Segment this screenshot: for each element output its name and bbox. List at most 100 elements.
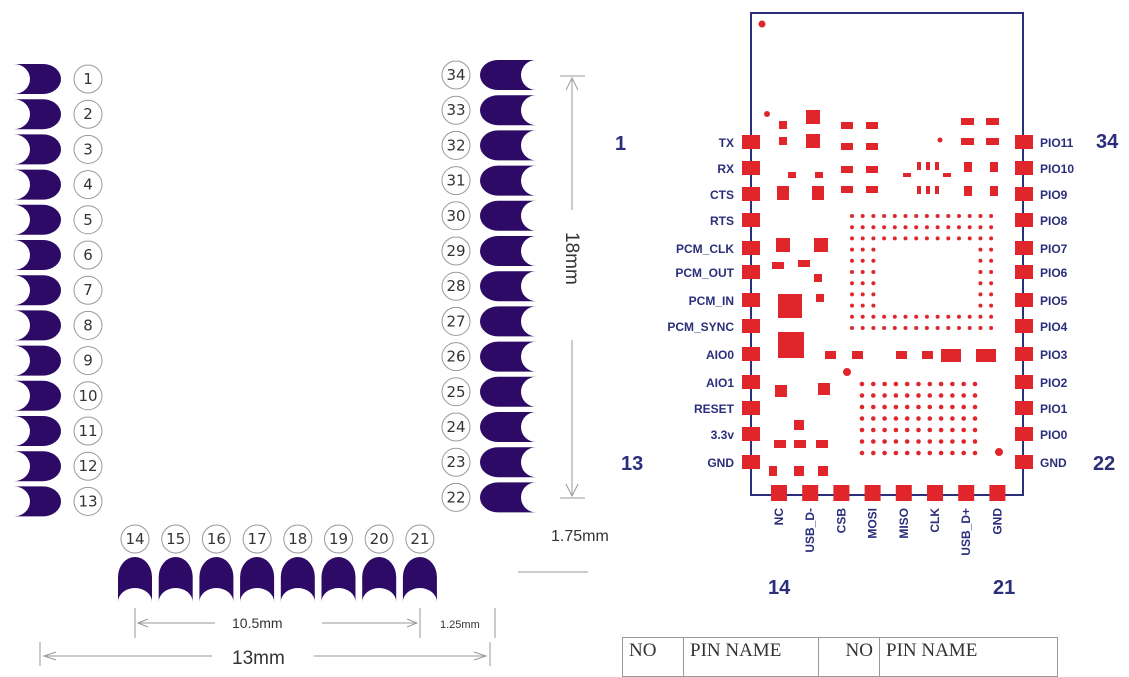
module-layout: TX RX CTS RTS PCM_CLK PCM_OUT PCM_IN PCM_SYNC AI… [615, 12, 1119, 599]
bottom-pad [280, 557, 315, 602]
svg-text:7: 7 [83, 281, 93, 299]
svg-text:14: 14 [125, 530, 144, 548]
corner-number-22: 22 [1093, 453, 1115, 475]
module-right-label: PIO3 [1040, 348, 1068, 362]
right-pad [480, 200, 536, 231]
bottom-pad [199, 557, 234, 602]
right-pin-pads: 34 33 32 31 30 29 28 27 26 25 24 23 22 [441, 60, 536, 513]
module-right-pad [1015, 319, 1033, 333]
bottom-pin-number: 20 [364, 524, 394, 554]
module-right-pad [1015, 265, 1033, 279]
left-pin-number: 7 [73, 275, 103, 305]
module-bottom-pad [802, 485, 819, 501]
bottom-pin-number: 19 [324, 524, 353, 554]
module-right-label: PIO9 [1040, 188, 1068, 202]
bottom-pad [321, 557, 356, 602]
module-left-label: GND [707, 456, 734, 470]
module-left-pad [742, 241, 760, 255]
module-right-label: PIO8 [1040, 214, 1068, 228]
svg-text:11: 11 [78, 422, 97, 440]
svg-text:21: 21 [410, 530, 429, 548]
right-pad [480, 165, 536, 196]
module-bottom-pads [771, 485, 1006, 501]
left-pad [14, 169, 61, 200]
table-header-no: NO [818, 637, 880, 677]
svg-text:26: 26 [446, 348, 465, 366]
left-pin-number: 2 [73, 99, 103, 129]
module-bottom-label: GND [990, 508, 1004, 535]
bottom-pad [362, 557, 397, 602]
svg-text:31: 31 [446, 172, 465, 190]
svg-text:13: 13 [78, 492, 97, 510]
width-dimension: 13mm [39, 642, 491, 666]
svg-text:29: 29 [446, 242, 465, 260]
svg-text:1: 1 [83, 70, 93, 88]
module-left-pads [742, 135, 760, 469]
module-right-pad [1015, 187, 1033, 201]
component-pads [764, 110, 1003, 476]
module-left-label: TX [719, 136, 734, 150]
svg-text:5: 5 [83, 211, 93, 229]
module-left-pad [742, 187, 760, 201]
right-pad [480, 95, 536, 126]
module-bottom-pad [864, 485, 881, 501]
module-right-pad [1015, 375, 1033, 389]
module-bottom-labels: NC USB_D- CSB MOSI MISO CLK USB_D+ GND [772, 508, 1004, 556]
svg-text:33: 33 [446, 101, 465, 119]
left-pad [14, 64, 61, 94]
left-pad [14, 345, 61, 376]
right-pin-number: 28 [441, 271, 471, 301]
module-bottom-pad [958, 485, 975, 501]
corner-number-34: 34 [1096, 131, 1119, 153]
module-left-label: RTS [710, 214, 734, 228]
svg-text:10: 10 [78, 387, 97, 405]
table-header-pin-name: PIN NAME [879, 637, 1058, 677]
module-right-pad [1015, 427, 1033, 441]
right-pad [480, 482, 536, 513]
module-bottom-pad [771, 485, 787, 501]
module-right-pad [1015, 401, 1033, 415]
module-bottom-pad [895, 485, 912, 501]
right-pin-number: 22 [441, 482, 471, 512]
right-pin-number: 26 [441, 342, 471, 372]
right-pad [480, 271, 536, 302]
corner-number-21: 21 [993, 577, 1015, 599]
module-right-label: PIO2 [1040, 376, 1068, 390]
left-pad [14, 310, 61, 341]
module-bottom-label: NC [772, 508, 786, 526]
module-left-pad [742, 265, 760, 279]
module-right-pad [1015, 213, 1033, 227]
right-pin-number: 25 [441, 377, 471, 407]
height-dimension: 18mm [560, 75, 585, 499]
table-header-pin-name: PIN NAME [683, 637, 819, 677]
svg-text:25: 25 [446, 383, 465, 401]
module-left-pad [742, 427, 760, 441]
right-pin-number: 23 [441, 447, 471, 477]
module-left-label: PCM_OUT [675, 266, 734, 280]
svg-text:20: 20 [370, 530, 389, 548]
right-pin-number: 34 [441, 60, 471, 90]
module-left-label: RX [717, 162, 734, 176]
bga-grid-lower [859, 381, 978, 456]
module-left-label: AIO0 [706, 348, 734, 362]
svg-text:18: 18 [288, 530, 307, 548]
svg-text:23: 23 [446, 453, 465, 471]
svg-text:15: 15 [166, 530, 185, 548]
module-left-pad [742, 319, 760, 333]
module-right-label: PIO10 [1040, 162, 1074, 176]
corner-number-1: 1 [615, 133, 626, 155]
module-bottom-pad [989, 485, 1006, 501]
left-pin-number: 3 [73, 134, 103, 164]
svg-text:3: 3 [83, 140, 93, 158]
bottom-pad [118, 557, 152, 602]
svg-text:19: 19 [329, 530, 348, 548]
right-pad [480, 376, 536, 407]
module-right-pad [1015, 135, 1033, 149]
svg-text:16: 16 [207, 530, 226, 548]
module-left-pad [742, 293, 760, 307]
bottom-pad [402, 557, 437, 602]
bottom-pin-number: 21 [405, 524, 435, 554]
left-pad [14, 416, 61, 446]
module-left-label: CTS [710, 188, 734, 202]
width-label: 13mm [232, 648, 285, 666]
